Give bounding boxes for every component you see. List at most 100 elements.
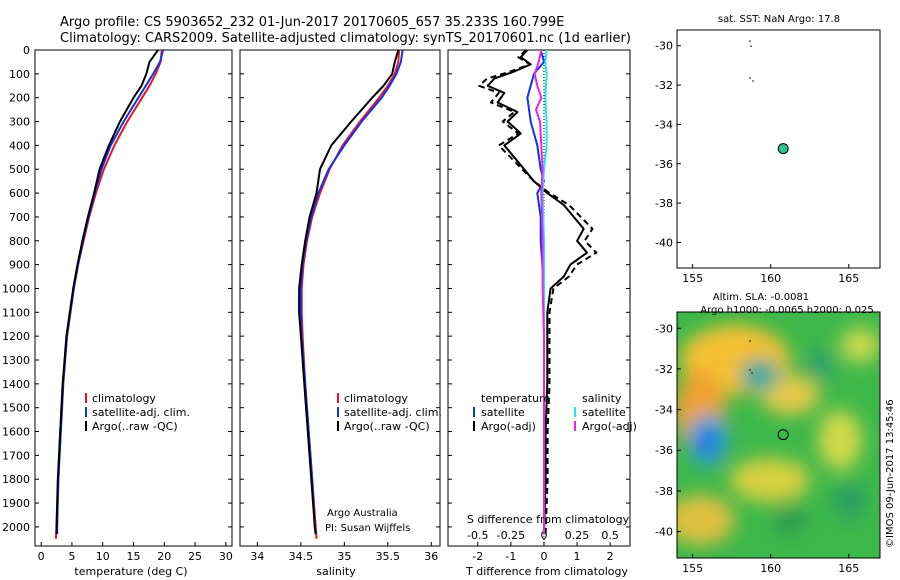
salinity-line-satellite — [299, 50, 404, 535]
legend-climatology-label: climatology — [92, 392, 156, 405]
legend-temperature-heading: temperature — [481, 392, 550, 405]
sla-map-title-line1: Altim. SLA: -0.0081 — [713, 292, 809, 303]
coast-dot — [751, 372, 753, 374]
temperature-x-tick-label: 30 — [219, 550, 233, 563]
sla-map-x-tick-label: 160 — [760, 562, 781, 575]
sla-map-y-tick-label: -32 — [655, 363, 673, 376]
depth-tick-label: 1100 — [2, 306, 30, 319]
depth-tick-label: 200 — [9, 92, 30, 105]
depth-tick-label: 600 — [9, 187, 30, 200]
difference-x-tick-label: -2 — [472, 550, 483, 563]
coast-dot — [749, 340, 751, 342]
legend-satellite-label: satellite-adj. clim. — [92, 406, 190, 419]
salinity-x-tick-label: 35.5 — [376, 550, 401, 563]
s-difference-tick-label: 0.25 — [565, 529, 590, 542]
depth-tick-label: 900 — [9, 259, 30, 272]
legend-t-satellite-label: satellite — [481, 406, 525, 419]
sst-map-y-tick-label: -30 — [655, 40, 673, 53]
salinity-x-tick-label: 34 — [250, 550, 264, 563]
depth-tick-label: 1800 — [2, 473, 30, 486]
depth-tick-label: 1000 — [2, 282, 30, 295]
depth-tick-label: 1200 — [2, 330, 30, 343]
coast-dot — [749, 77, 751, 79]
difference-legend: temperature satellite Argo(-adj) salinit… — [467, 392, 637, 526]
depth-tick-label: 800 — [9, 235, 30, 248]
depth-tick-label: 1500 — [2, 402, 30, 415]
sst-map-y-tick-label: -34 — [655, 118, 673, 131]
difference-line-s-argo — [533, 50, 545, 535]
salinity-legend: climatology satellite-adj. clim. Argo(..… — [325, 392, 442, 534]
salinity-x-tick-label: 36 — [424, 550, 438, 563]
legend-t-argo-label: Argo(-adj) — [481, 420, 536, 433]
sla-map-field — [677, 312, 880, 558]
depth-tick-label: 700 — [9, 211, 30, 224]
annotation-argo-australia: Argo Australia — [327, 508, 398, 519]
s-difference-tick-label: -0.5 — [467, 529, 488, 542]
depth-tick-label: 400 — [9, 139, 30, 152]
sla-map-y-tick-label: -40 — [655, 526, 673, 539]
sst-map-x-tick-label: 165 — [838, 272, 859, 285]
sla-map-title-line2: Argo h1000: -0.0065 h2000: 0.025 — [700, 305, 874, 316]
sst-map-title: sat. SST: NaN Argo: 17.8 — [718, 14, 840, 25]
legend-salinity-heading: salinity — [582, 392, 622, 405]
annotation-pi: PI: Susan Wijffels — [325, 523, 410, 534]
depth-tick-label: 1900 — [2, 497, 30, 510]
temperature-axes — [34, 49, 233, 547]
coast-dot — [749, 369, 751, 371]
difference-x-tick-label: 0 — [540, 550, 547, 563]
s-difference-tick-label: -0.25 — [497, 529, 525, 542]
difference-x-tick-label: 2 — [607, 550, 614, 563]
sst-map-y-tick-label: -32 — [655, 79, 673, 92]
s-difference-label: S difference from climatology — [467, 513, 630, 526]
difference-x-tick-label: 1 — [574, 550, 581, 563]
legend-climatology-label: climatology — [344, 392, 408, 405]
s-difference-tick-label: 0.5 — [601, 529, 619, 542]
sst-map-y-tick-label: -38 — [655, 197, 673, 210]
temperature-legend: climatology satellite-adj. clim. Argo(..… — [85, 392, 190, 433]
s-difference-tick-label: 0 — [540, 529, 547, 542]
difference-x-tick-label: -1 — [505, 550, 516, 563]
legend-satellite-label: satellite-adj. clim. — [344, 406, 442, 419]
legend-argo-label: Argo(..raw -QC) — [344, 420, 430, 433]
depth-tick-label: 2000 — [2, 521, 30, 534]
coast-dot — [749, 40, 751, 42]
sst-map-y-tick-label: -36 — [655, 158, 673, 171]
sst-map-axes — [676, 29, 881, 269]
depth-tick-label: 1600 — [2, 426, 30, 439]
coast-dot — [752, 80, 754, 82]
figure-title-line1: Argo profile: CS 5903652_232 01-Jun-2017… — [60, 15, 564, 30]
temperature-x-tick-label: 0 — [38, 550, 45, 563]
figure-title-line2: Climatology: CARS2009. Satellite-adjuste… — [60, 31, 631, 46]
salinity-x-tick-label: 34.5 — [289, 550, 314, 563]
difference-xlabel: T difference from climatology — [465, 565, 628, 578]
difference-axes — [447, 49, 631, 547]
temperature-x-tick-label: 20 — [157, 550, 171, 563]
depth-tick-label: 100 — [9, 68, 30, 81]
depth-tick-label: 300 — [9, 116, 30, 129]
legend-argo-label: Argo(..raw -QC) — [92, 420, 178, 433]
sla-map-x-tick-label: 165 — [838, 562, 859, 575]
salinity-xlabel: salinity — [316, 565, 356, 578]
temperature-xlabel: temperature (deg C) — [74, 565, 187, 578]
depth-tick-label: 1300 — [2, 354, 30, 367]
temperature-x-tick-label: 25 — [188, 550, 202, 563]
depth-tick-label: 500 — [9, 163, 30, 176]
sst-profile-marker — [777, 143, 789, 155]
temperature-x-tick-label: 15 — [127, 550, 141, 563]
coast-dot — [750, 45, 752, 47]
sst-map-y-tick-label: -40 — [655, 236, 673, 249]
depth-tick-label: 1700 — [2, 449, 30, 462]
temperature-x-tick-label: 10 — [96, 550, 110, 563]
depth-tick-label: 1400 — [2, 378, 30, 391]
sla-map-y-tick-label: -36 — [655, 444, 673, 457]
legend-s-argo-label: Argo(-adj) — [582, 420, 637, 433]
difference-line-t-argo-raw — [478, 50, 598, 535]
sla-map-axes — [676, 311, 881, 559]
difference-line-t-satellite — [526, 50, 545, 535]
imos-credit: ©IMOS 09-Jun-2017 13:45:46 — [885, 399, 896, 548]
sla-profile-marker — [777, 429, 789, 441]
temperature-x-tick-label: 5 — [68, 550, 75, 563]
salinity-axes — [239, 49, 441, 547]
salinity-line-argo — [298, 50, 400, 535]
